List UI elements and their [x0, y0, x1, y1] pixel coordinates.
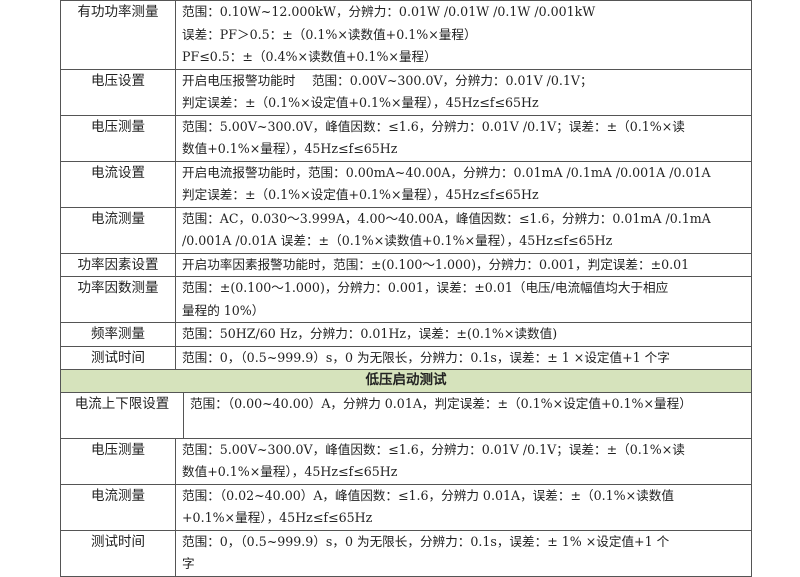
table-row: 功率因素设置 开启功率因素报警功能时，范围：±(0.100～1.000)，分辨力：… — [60, 253, 752, 277]
param-spec: 范围：0，（0.5~999.9）s，0 为无限长，分辨力：0.1s，误差：± 1… — [176, 347, 751, 370]
table-row: 电流上下限设置 范围：（0.00~40.00）A，分辨力 0.01A，判定误差：±… — [60, 392, 752, 439]
spec-table: 有功功率测量 范围：0.10W~12.000kW，分辨力：0.01W /0.01W… — [60, 0, 752, 577]
table-row: 电压测量 范围：5.00V~300.0V，峰值因数：≤1.6，分辨力：0.01V … — [60, 115, 752, 162]
param-spec: 范围：（0.00~40.00）A，分辨力 0.01A，判定误差：±（0.1%×设… — [184, 393, 751, 438]
spec-line: 范围：5.00V~300.0V，峰值因数：≤1.6，分辨力：0.01V /0.1… — [182, 118, 685, 134]
param-name: 电压测量 — [61, 115, 176, 161]
spec-line: 范围：0，（0.5~999.9）s，0 为无限长，分辨力：0.1s，误差：± 1… — [182, 533, 670, 549]
spec-line: 范围：0.10W~12.000kW，分辨力：0.01W /0.01W /0.1W… — [182, 4, 596, 19]
spec-line: 范围：5.00V~300.0V，峰值因数：≤1.6，分辨力：0.01V /0.1… — [182, 441, 685, 457]
table-row: 测试时间 范围：0，（0.5~999.9）s，0 为无限长，分辨力：0.1s，误差… — [60, 346, 752, 370]
spec-line: PF≤0.5：±（0.4%×读数值+0.1%×量程） — [182, 49, 437, 64]
param-name: 测试时间 — [61, 530, 176, 576]
spec-line: 字 — [182, 556, 195, 571]
spec-line: 开启电流报警功能时，范围：0.00mA~40.00A，分辨力：0.01mA /0… — [182, 164, 711, 180]
spec-line: 开启电压报警功能时 范围：0.00V~300.0V，分辨力：0.01V /0.1… — [182, 72, 593, 88]
table-row: 电压测量 范围：5.00V~300.0V，峰值因数：≤1.6，分辨力：0.01V … — [60, 438, 752, 485]
spec-line: 开启功率因素报警功能时，范围：±(0.100～1.000)，分辨力：0.001，… — [182, 256, 690, 272]
spec-line: 量程的 10%） — [182, 302, 265, 318]
param-name: 有功功率测量 — [61, 1, 176, 69]
param-name: 电压测量 — [61, 438, 176, 484]
param-name: 电流上下限设置 — [61, 392, 184, 438]
table-row: 频率测量 范围：50HZ/60 Hz，分辨力：0.01Hz，误差：±(0.1%×读… — [60, 323, 752, 347]
param-name: 电流测量 — [61, 207, 176, 253]
param-spec: 范围：0，（0.5~999.9）s，0 为无限长，分辨力：0.1s，误差：± 1… — [176, 531, 751, 576]
table-row: 功率因数测量 范围：±(0.100～1.000)，分辨力：0.001，误差：±0.… — [60, 277, 752, 323]
section-header: 低压启动测试 — [60, 370, 752, 393]
spec-line: 数值+0.1%×量程），45Hz≤f≤65Hz — [182, 141, 398, 156]
spec-line: 范围：0，（0.5~999.9）s，0 为无限长，分辨力：0.1s，误差：± 1… — [182, 349, 670, 365]
table-row: 电流设置 开启电流报警功能时，范围：0.00mA~40.00A，分辨力：0.01m… — [60, 161, 752, 208]
spec-line: 范围：（0.02~40.00）A，峰值因数：≤1.6，分辨力 0.01A，误差：… — [182, 487, 674, 503]
spec-line: 判定误差：±（0.1%×设定值+0.1%×量程），45Hz≤f≤65Hz — [182, 95, 539, 110]
param-name: 测试时间 — [61, 346, 176, 369]
param-name: 功率因数测量 — [61, 277, 176, 322]
param-spec: 范围：0.10W~12.000kW，分辨力：0.01W /0.01W /0.1W… — [176, 1, 751, 69]
spec-line: /0.001A /0.01A 误差：±（0.1%×读数值+0.1%×量程），45… — [182, 233, 613, 248]
param-spec: 开启电流报警功能时，范围：0.00mA~40.00A，分辨力：0.01mA /0… — [176, 162, 751, 207]
spec-line: 误差：PF＞0.5：±（0.1%×读数值+0.1%×量程） — [182, 26, 477, 42]
param-name: 电流测量 — [61, 484, 176, 530]
spec-line: 范围：±(0.100～1.000)，分辨力：0.001，误差：±0.01（电压/… — [182, 280, 669, 295]
spec-line: 范围：50HZ/60 Hz，分辨力：0.01Hz，误差：±(0.1%×读数值) — [182, 326, 558, 341]
param-spec: 开启电压报警功能时 范围：0.00V~300.0V，分辨力：0.01V /0.1… — [176, 70, 751, 115]
param-name: 功率因素设置 — [61, 253, 176, 276]
spec-rows-bottom: 电流上下限设置 范围：（0.00~40.00）A，分辨力 0.01A，判定误差：±… — [60, 392, 752, 577]
param-spec: 范围：5.00V~300.0V，峰值因数：≤1.6，分辨力：0.01V /0.1… — [176, 439, 751, 484]
param-spec: 开启功率因素报警功能时，范围：±(0.100～1.000)，分辨力：0.001，… — [176, 254, 751, 277]
param-name: 频率测量 — [61, 323, 176, 346]
param-name: 电流设置 — [61, 161, 176, 207]
table-row: 电流测量 范围：（0.02~40.00）A，峰值因数：≤1.6，分辨力 0.01A… — [60, 484, 752, 531]
table-row: 电流测量 范围：AC，0.030～3.999A，4.00～40.00A，峰值因数：… — [60, 207, 752, 254]
table-row: 有功功率测量 范围：0.10W~12.000kW，分辨力：0.01W /0.01W… — [60, 1, 752, 70]
table-row: 测试时间 范围：0，（0.5~999.9）s，0 为无限长，分辨力：0.1s，误差… — [60, 530, 752, 577]
spec-line: 范围：AC，0.030～3.999A，4.00～40.00A，峰值因数：≤1.6… — [182, 210, 711, 226]
spec-line: 判定误差：±（0.1%×设定值+0.1%×量程），45Hz≤f≤65Hz — [182, 187, 539, 202]
spec-line: 数值+0.1%×量程），45Hz≤f≤65Hz — [182, 464, 398, 479]
spec-rows-top: 有功功率测量 范围：0.10W~12.000kW，分辨力：0.01W /0.01W… — [60, 1, 752, 370]
param-spec: 范围：AC，0.030～3.999A，4.00～40.00A，峰值因数：≤1.6… — [176, 208, 751, 253]
param-spec: 范围：50HZ/60 Hz，分辨力：0.01Hz，误差：±(0.1%×读数值) — [176, 323, 751, 346]
param-name: 电压设置 — [61, 69, 176, 115]
spec-line: +0.1%×量程），45Hz≤f≤65Hz — [182, 510, 373, 525]
table-row: 电压设置 开启电压报警功能时 范围：0.00V~300.0V，分辨力：0.01V … — [60, 69, 752, 116]
param-spec: 范围：5.00V~300.0V，峰值因数：≤1.6，分辨力：0.01V /0.1… — [176, 116, 751, 161]
param-spec: 范围：（0.02~40.00）A，峰值因数：≤1.6，分辨力 0.01A，误差：… — [176, 485, 751, 530]
param-spec: 范围：±(0.100～1.000)，分辨力：0.001，误差：±0.01（电压/… — [176, 277, 751, 322]
spec-line: 范围：（0.00~40.00）A，分辨力 0.01A，判定误差：±（0.1%×设… — [190, 395, 692, 411]
